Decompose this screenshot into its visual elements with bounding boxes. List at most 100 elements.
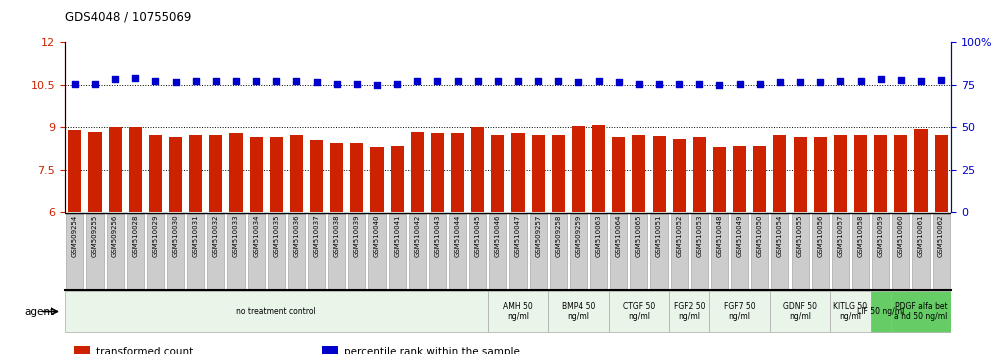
Point (389, 81, 405, 87)
Text: GSM510032: GSM510032 (213, 215, 219, 257)
Bar (290, 135, 303, 212)
Bar (169, 137, 182, 212)
Bar (592, 125, 606, 212)
Point (248, 78, 264, 84)
FancyBboxPatch shape (308, 214, 325, 289)
Bar (894, 135, 907, 212)
Point (611, 79, 626, 85)
FancyBboxPatch shape (892, 214, 909, 289)
FancyBboxPatch shape (349, 214, 366, 289)
Point (147, 78, 163, 84)
Point (329, 81, 345, 86)
Bar (934, 135, 947, 212)
Bar (854, 135, 868, 212)
FancyBboxPatch shape (488, 291, 548, 332)
FancyBboxPatch shape (831, 291, 871, 332)
Bar (471, 127, 484, 212)
Point (630, 81, 646, 86)
Point (691, 81, 707, 87)
Text: AMH 50
ng/ml: AMH 50 ng/ml (503, 302, 533, 321)
Bar (491, 135, 504, 212)
Bar (451, 133, 464, 212)
Bar (572, 126, 585, 212)
Text: GSM510036: GSM510036 (294, 215, 300, 257)
FancyBboxPatch shape (288, 214, 305, 289)
Bar (532, 135, 545, 212)
Text: GSM510063: GSM510063 (596, 215, 602, 257)
Point (571, 79, 587, 85)
FancyBboxPatch shape (650, 214, 667, 289)
Point (833, 78, 849, 84)
Bar (322, 346, 338, 354)
Point (208, 78, 224, 84)
Text: GSM510051: GSM510051 (656, 215, 662, 257)
Text: GSM510033: GSM510033 (233, 215, 239, 257)
Point (429, 78, 445, 84)
FancyBboxPatch shape (812, 214, 829, 289)
FancyBboxPatch shape (770, 291, 831, 332)
FancyBboxPatch shape (510, 214, 527, 289)
Point (711, 82, 727, 88)
Bar (371, 147, 383, 212)
FancyBboxPatch shape (670, 214, 688, 289)
Text: GSM510048: GSM510048 (716, 215, 722, 257)
Point (892, 77, 908, 83)
Text: CTGF 50
ng/ml: CTGF 50 ng/ml (622, 302, 655, 321)
Point (872, 76, 888, 82)
Text: GSM510042: GSM510042 (414, 215, 420, 257)
Bar (814, 137, 827, 212)
FancyBboxPatch shape (268, 214, 285, 289)
Text: GSM510059: GSM510059 (877, 215, 883, 257)
Text: GSM510060: GSM510060 (897, 215, 903, 257)
Text: LIF 50 ng/ml: LIF 50 ng/ml (857, 307, 904, 316)
Text: percentile rank within the sample: percentile rank within the sample (344, 347, 520, 354)
FancyBboxPatch shape (912, 214, 929, 289)
FancyBboxPatch shape (489, 214, 506, 289)
Text: GSM510047: GSM510047 (515, 215, 521, 257)
FancyBboxPatch shape (711, 214, 728, 289)
FancyBboxPatch shape (146, 214, 164, 289)
Text: GDNF 50
ng/ml: GDNF 50 ng/ml (783, 302, 817, 321)
Bar (431, 133, 444, 212)
Point (187, 78, 203, 84)
Point (853, 78, 869, 84)
Text: GSM510057: GSM510057 (838, 215, 844, 257)
Point (268, 78, 284, 84)
Text: agent: agent (25, 307, 55, 316)
Text: GSM510058: GSM510058 (858, 215, 864, 257)
Bar (148, 135, 162, 212)
Bar (733, 146, 746, 212)
Text: GSM510038: GSM510038 (334, 215, 340, 257)
Point (792, 79, 808, 85)
FancyBboxPatch shape (207, 214, 224, 289)
Bar (693, 137, 706, 212)
FancyBboxPatch shape (388, 214, 405, 289)
Text: GSM510028: GSM510028 (132, 215, 138, 257)
Text: GSM510061: GSM510061 (918, 215, 924, 257)
Point (651, 81, 667, 87)
Bar (632, 135, 645, 212)
Text: GSM509255: GSM509255 (92, 215, 98, 257)
FancyBboxPatch shape (126, 214, 143, 289)
Bar (270, 137, 283, 212)
Bar (330, 143, 344, 212)
FancyBboxPatch shape (67, 214, 84, 289)
FancyBboxPatch shape (609, 291, 669, 332)
Text: no treatment control: no treatment control (236, 307, 316, 316)
FancyBboxPatch shape (570, 214, 587, 289)
Text: GSM510050: GSM510050 (757, 215, 763, 257)
FancyBboxPatch shape (792, 214, 809, 289)
Point (671, 81, 687, 87)
Text: transformed count: transformed count (96, 347, 193, 354)
Bar (713, 147, 726, 212)
Point (490, 78, 506, 84)
Bar (310, 140, 323, 212)
Point (813, 79, 829, 85)
FancyBboxPatch shape (87, 214, 104, 289)
Point (449, 78, 465, 84)
FancyBboxPatch shape (469, 214, 486, 289)
Text: GSM509259: GSM509259 (576, 215, 582, 257)
Point (510, 78, 526, 84)
Point (772, 79, 788, 85)
Point (108, 76, 124, 82)
